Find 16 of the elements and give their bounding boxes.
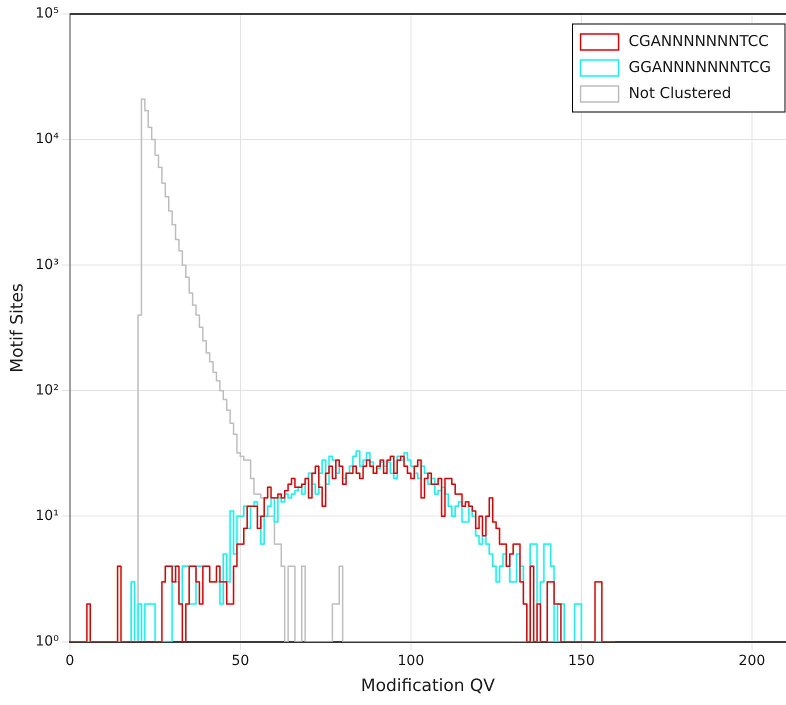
x-tick-label: 0 — [65, 652, 74, 669]
x-axis-title: Modification QV — [360, 676, 496, 696]
x-tick-label: 150 — [568, 652, 595, 669]
y-tick-label: 10³ — [35, 256, 59, 273]
x-tick-label: 50 — [231, 652, 250, 669]
y-tick-label: 10² — [35, 382, 59, 398]
x-tick-label: 200 — [738, 652, 766, 669]
y-tick-label: 10⁰ — [35, 633, 60, 650]
legend-label: CGANNNNNNNTCC — [628, 32, 769, 50]
y-tick-label: 10⁴ — [35, 131, 60, 148]
legend-label: GGANNNNNNNTCG — [628, 58, 772, 76]
legend-label: Not Clustered — [628, 84, 732, 102]
y-axis-title: Motif Sites — [8, 283, 28, 373]
x-tick-label: 100 — [397, 652, 424, 669]
y-tick-label: 10⁵ — [35, 6, 59, 22]
y-tick-label: 10¹ — [35, 508, 59, 524]
